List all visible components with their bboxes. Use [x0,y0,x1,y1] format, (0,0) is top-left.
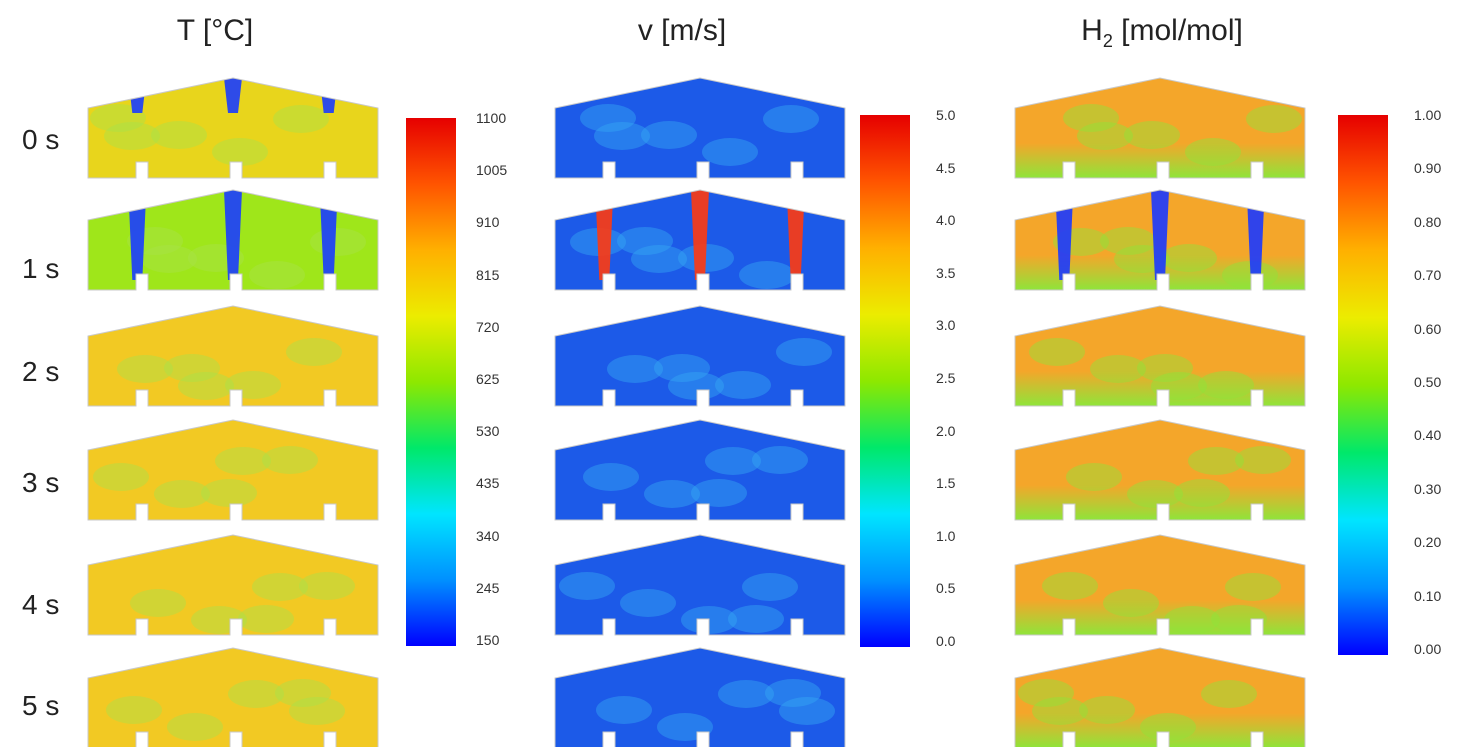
colorbar-0-tick-6: 530 [476,423,500,440]
hydrogen-title-rest: [mol/mol] [1112,14,1243,47]
panel-col0-row3 [88,420,378,520]
time-label-4s: 4 s [22,589,60,620]
contour-panels [87,77,1306,747]
hydrogen-title-main: H [1081,14,1103,47]
panel-col2-row1 [1015,190,1305,290]
colorbar-2-tick-10: 0.00 [1414,641,1442,657]
colorbar-1-tick-6: 2.0 [936,422,956,439]
colorbar-2-tick-4: 0.60 [1414,320,1442,337]
colorbar-1-tick-0: 5.0 [936,107,956,123]
colorbar-0-tick-3: 815 [476,266,500,283]
colorbar-2-tick-2: 0.80 [1414,213,1442,230]
colorbar-0-tick-8: 340 [476,527,500,544]
colorbar-2-tick-0: 1.00 [1414,107,1442,123]
hydrogen-title-subscript: 2 [1102,31,1113,51]
panel-col2-row4 [1015,535,1305,635]
panel-col1-row5 [555,648,845,747]
panel-col2-row5 [1015,648,1305,747]
panel-col1-row2 [555,306,845,406]
time-label-5s: 5 s [22,690,60,721]
colorbar-0 [406,118,456,646]
colorbar-0-tick-1: 1005 [476,162,508,179]
colorbar-1-tick-2: 4.0 [936,212,956,229]
colorbar-0-tick-10: 150 [476,632,500,648]
panel-col2-row3 [1015,420,1305,520]
colorbar-0-tick-2: 910 [476,214,500,231]
temperature-title-text: T [°C] [176,14,254,47]
colorbar-0-tick-7: 435 [476,475,500,492]
colorbar-2-tick-3: 0.70 [1414,267,1442,284]
panel-col2-row2 [1015,306,1305,406]
panel-col0-row0 [88,78,378,178]
colorbar-1-tick-3: 3.5 [936,264,956,281]
colorbar-2 [1338,115,1388,655]
panel-col0-row4 [88,535,378,635]
time-label-1s: 1 s [22,253,60,284]
velocity-title: v [m/s] [532,14,832,48]
panel-col1-row0 [555,78,845,178]
colorbar-0-tick-9: 245 [476,579,500,596]
temperature-title: T [°C] [65,14,365,48]
hydrogen-title: H2 [mol/mol] [1012,14,1312,52]
colorbar-0-tick-0: 1100 [476,110,507,126]
colorbar-1 [860,115,910,647]
colorbar-2-tick-9: 0.10 [1414,587,1442,604]
panel-col0-row2 [88,306,378,406]
panel-col1-row4 [555,535,845,635]
panel-col2-row0 [1015,78,1305,178]
colorbar-1-tick-5: 2.5 [936,370,956,386]
colorbars [406,115,1388,655]
colorbar-1-tick-8: 1.0 [936,527,956,544]
velocity-title-text: v [m/s] [637,14,727,47]
panel-col1-row1 [555,190,845,290]
colorbar-1-tick-1: 4.5 [936,159,956,176]
colorbar-2-tick-6: 0.40 [1414,427,1442,444]
panel-col1-row3 [555,420,845,520]
colorbar-2-tick-8: 0.20 [1414,534,1442,551]
colorbar-2-tick-7: 0.30 [1414,480,1442,497]
colorbar-1-tick-9: 0.5 [936,580,956,597]
time-label-0s: 0 s [22,124,60,155]
colorbar-1-tick-10: 0.0 [936,633,956,649]
panel-col0-row5 [88,648,378,747]
panel-col0-row1 [88,190,378,290]
colorbar-1-tick-7: 1.5 [936,475,956,492]
time-label-3s: 3 s [22,467,60,498]
colorbar-1-tick-4: 3.0 [936,317,956,334]
colorbar-0-tick-4: 720 [476,318,500,335]
colorbar-2-tick-1: 0.90 [1414,160,1442,177]
time-label-2s: 2 s [22,356,60,387]
colorbar-0-tick-5: 625 [476,371,500,387]
colorbar-2-tick-5: 0.50 [1414,374,1442,390]
